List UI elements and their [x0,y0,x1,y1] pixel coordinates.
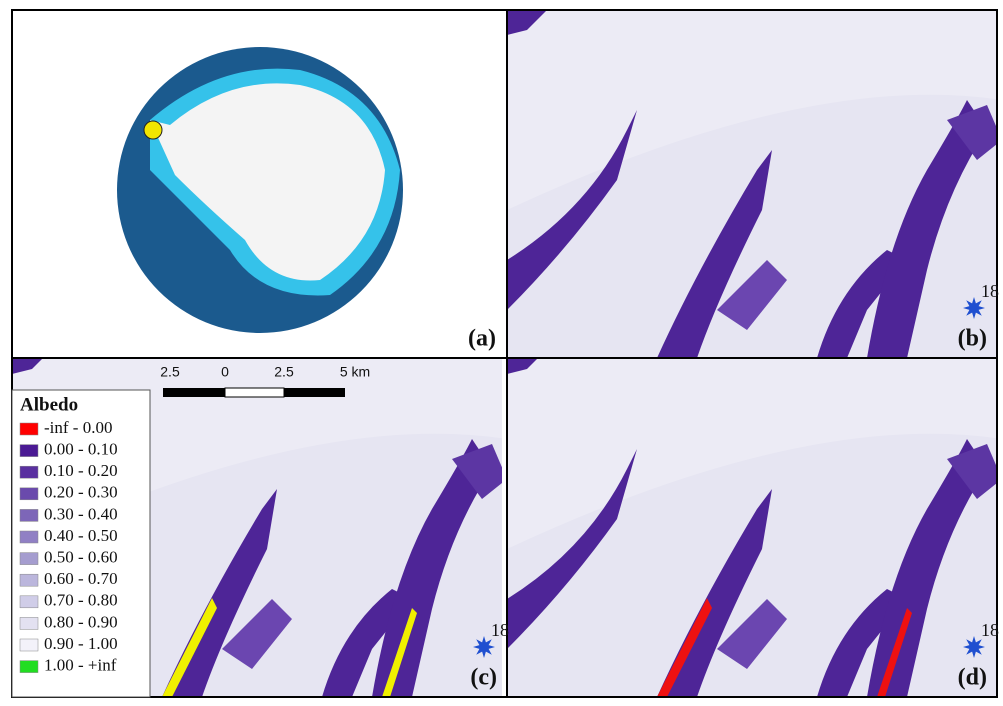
legend-swatch [20,488,38,500]
legend-label: 0.00 - 0.10 [44,440,118,459]
legend-label: 0.60 - 0.70 [44,569,118,588]
legend-label: 0.50 - 0.60 [44,548,118,567]
legend-title: Albedo [20,394,78,415]
legend-label: 0.20 - 0.30 [44,483,118,502]
site-label: 18 [981,620,999,640]
legend-swatch [20,531,38,543]
legend-swatch [20,445,38,457]
legend-label: 0.30 - 0.40 [44,504,118,523]
panel-label: (a) [468,326,496,352]
legend-label: 0.80 - 0.90 [44,612,118,631]
scale-label: 5 km [340,364,370,380]
legend-swatch [20,661,38,673]
legend-label: 1.00 - +inf [44,656,117,675]
site-label: 18 [491,620,509,640]
legend-swatch [20,596,38,608]
legend-swatch [20,574,38,586]
legend-swatch [20,509,38,521]
scale-label: 2.5 [160,364,180,380]
legend-swatch [20,423,38,435]
panel-label: (c) [470,665,497,691]
panel-d [507,349,1002,697]
scale-label: 0 [221,364,229,380]
legend-swatch [20,553,38,565]
site-label: 18 [981,281,999,301]
figure: (a) Albedo -inf - 0.00 0.00 - 0.10 0.10 - … [0,0,1003,706]
panel-label: (d) [958,665,987,691]
legend-swatch [20,639,38,651]
legend-label: 0.70 - 0.80 [44,591,118,610]
scale-label: 2.5 [274,364,294,380]
legend: Albedo -inf - 0.00 0.00 - 0.10 0.10 - 0.20… [12,390,150,697]
legend-label: 0.90 - 1.00 [44,634,118,653]
panel-a: (a) [12,10,507,358]
legend-label: -inf - 0.00 [44,418,112,437]
panel-b [507,10,1002,358]
legend-label: 0.40 - 0.50 [44,526,118,545]
scale-bar [163,388,345,397]
panel-label: (b) [958,326,987,352]
legend-swatch [20,466,38,478]
legend-swatch [20,617,38,629]
legend-label: 0.10 - 0.20 [44,461,118,480]
